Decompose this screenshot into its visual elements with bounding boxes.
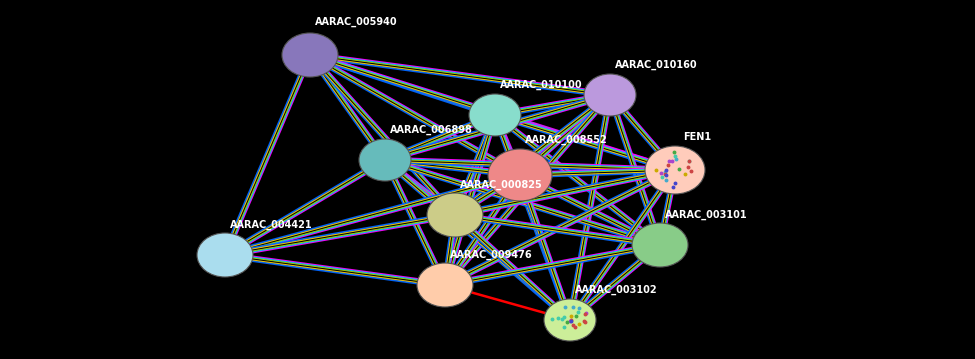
Ellipse shape — [417, 263, 473, 307]
Text: AARAC_004421: AARAC_004421 — [230, 220, 313, 230]
Ellipse shape — [645, 146, 705, 194]
Ellipse shape — [632, 223, 688, 267]
Text: FEN1: FEN1 — [683, 132, 711, 142]
Text: AARAC_010100: AARAC_010100 — [500, 80, 583, 90]
Ellipse shape — [488, 149, 552, 201]
Text: AARAC_000825: AARAC_000825 — [460, 180, 543, 190]
Ellipse shape — [282, 33, 338, 77]
Ellipse shape — [544, 299, 596, 341]
Text: AARAC_008552: AARAC_008552 — [525, 135, 607, 145]
Ellipse shape — [197, 233, 253, 277]
Text: AARAC_003101: AARAC_003101 — [665, 210, 748, 220]
Ellipse shape — [584, 74, 636, 116]
Ellipse shape — [469, 94, 521, 136]
Text: AARAC_006898: AARAC_006898 — [390, 125, 473, 135]
Ellipse shape — [427, 193, 483, 237]
Text: AARAC_009476: AARAC_009476 — [450, 250, 532, 260]
Text: AARAC_010160: AARAC_010160 — [615, 60, 698, 70]
Text: AARAC_003102: AARAC_003102 — [575, 285, 657, 295]
Text: AARAC_005940: AARAC_005940 — [315, 17, 398, 27]
Ellipse shape — [359, 139, 411, 181]
